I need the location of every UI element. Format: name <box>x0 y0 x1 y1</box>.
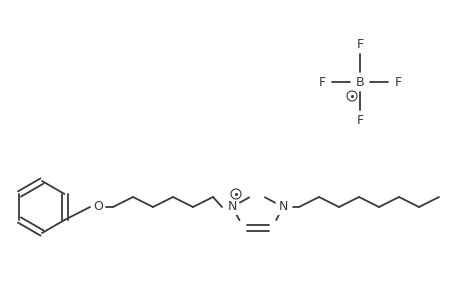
Text: O: O <box>93 200 103 214</box>
Text: F: F <box>356 38 363 50</box>
Text: F: F <box>393 76 401 88</box>
Text: B: B <box>355 76 364 88</box>
Text: F: F <box>356 113 363 127</box>
Text: N: N <box>278 200 287 214</box>
Text: N: N <box>227 200 236 214</box>
Text: F: F <box>318 76 325 88</box>
